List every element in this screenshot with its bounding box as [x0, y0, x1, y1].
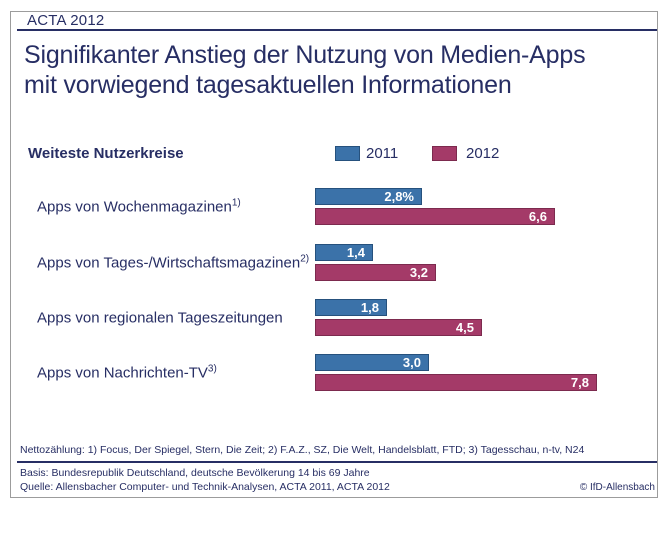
bar-2012: 3,2	[315, 264, 436, 281]
report-name-label: ACTA 2012	[27, 12, 105, 29]
footnote-marker: 1)	[231, 197, 241, 208]
legend-label-2012: 2012	[466, 145, 500, 162]
category-label: Apps von Tages-/Wirtschaftsmagazinen2)	[37, 253, 310, 272]
footnote-marker: 3)	[207, 363, 217, 374]
category-label: Apps von Wochenmagazinen1)	[37, 197, 241, 216]
bar-2011: 1,8	[315, 299, 387, 316]
chart-row: Apps von Nachrichten-TV3) 3,0 7,8	[0, 354, 658, 391]
header-divider	[17, 29, 657, 31]
source-text: Quelle: Allensbacher Computer- und Techn…	[20, 481, 390, 493]
chart-row: Apps von regionalen Tageszeitungen 1,8 4,5	[0, 299, 658, 336]
bar-2012: 6,6	[315, 208, 555, 225]
legend-swatch-2012	[432, 146, 457, 161]
chart-row: Apps von Wochenmagazinen1) 2,8% 6,6	[0, 188, 658, 225]
bar-2012: 4,5	[315, 319, 482, 336]
slide-title: Signifikanter Anstieg der Nutzung von Me…	[24, 40, 658, 100]
bar-2011: 2,8%	[315, 188, 422, 205]
slide-title-line1: Signifikanter Anstieg der Nutzung von Me…	[24, 41, 586, 69]
category-label: Apps von regionalen Tageszeitungen	[37, 309, 283, 326]
category-label: Apps von Nachrichten-TV3)	[37, 363, 217, 382]
chart-row: Apps von Tages-/Wirtschaftsmagazinen2) 1,…	[0, 244, 658, 281]
slide-title-line2: mit vorwiegend tagesaktuellen Informatio…	[24, 71, 512, 99]
basis-text: Basis: Bundesrepublik Deutschland, deuts…	[20, 467, 370, 479]
footnote-marker: 2)	[300, 253, 310, 264]
copyright-text: © IfD-Allensbach	[579, 482, 655, 493]
legend-swatch-2011	[335, 146, 360, 161]
bar-2011: 3,0	[315, 354, 429, 371]
bar-2011: 1,4	[315, 244, 373, 261]
section-label: Weiteste Nutzerkreise	[28, 145, 184, 162]
bar-2012: 7,8	[315, 374, 597, 391]
legend-label-2011: 2011	[366, 145, 399, 162]
footnotes-text: Nettozählung: 1) Focus, Der Spiegel, Ste…	[20, 444, 585, 456]
footer-divider	[17, 461, 657, 463]
